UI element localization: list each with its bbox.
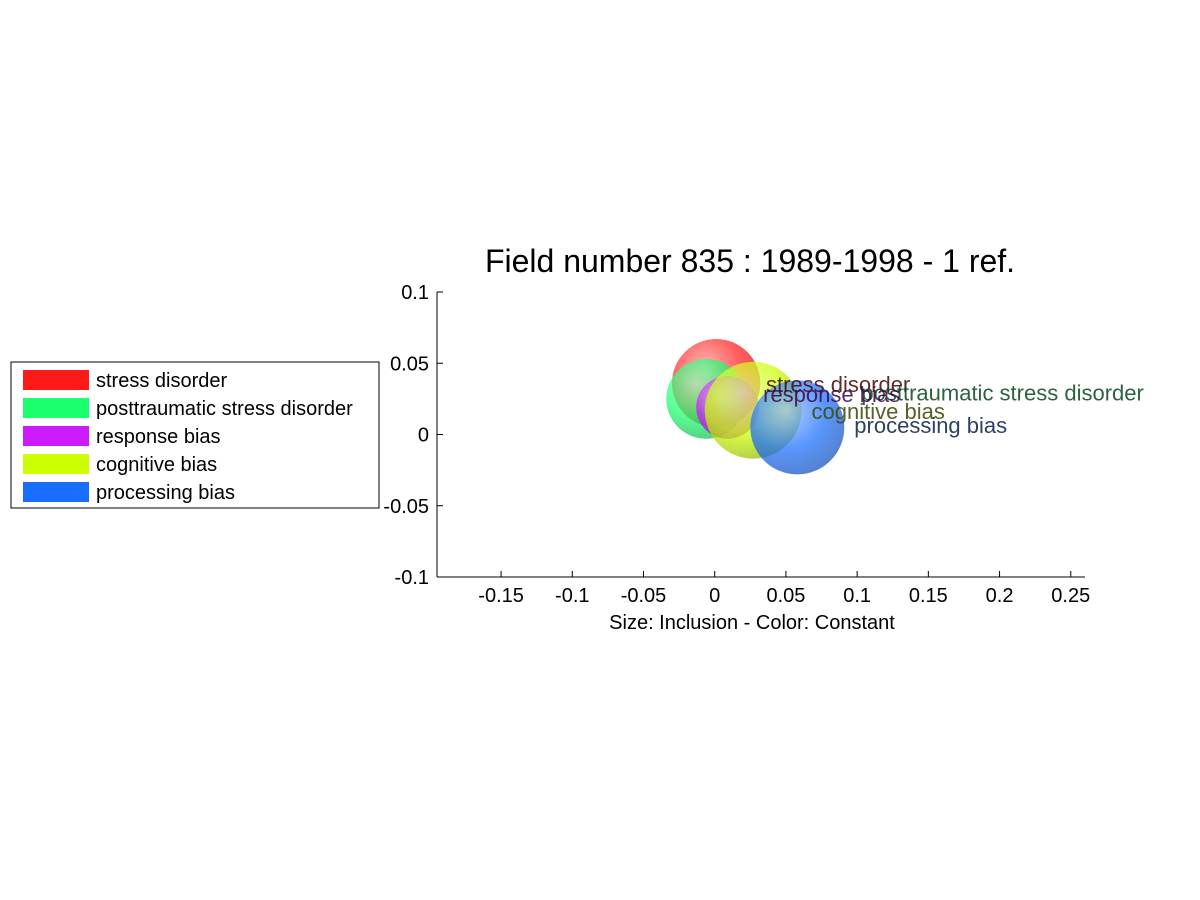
x-tick-label: -0.05 xyxy=(621,585,667,607)
y-tick-label: 0.1 xyxy=(401,282,429,304)
x-tick-label: 0.15 xyxy=(909,585,948,607)
legend-swatch-response-bias xyxy=(23,426,89,446)
x-tick-label: -0.1 xyxy=(555,585,589,607)
x-axis-label: Size: Inclusion - Color: Constant xyxy=(609,612,895,634)
point-label-posttraumatic-stress-disorder: posttraumatic stress disorder xyxy=(861,380,1143,405)
chart-title: Field number 835 : 1989-1998 - 1 ref. xyxy=(485,243,1015,279)
x-tick-label: 0 xyxy=(709,585,720,607)
x-tick-label: -0.15 xyxy=(478,585,524,607)
x-tick-label: 0.25 xyxy=(1051,585,1090,607)
axes: -0.15 -0.1 -0.05 0 0.05 0.1 0.15 0.2 0.25 -0.1 -0.… xyxy=(383,282,1090,607)
legend-label-posttraumatic-stress-disorder: posttraumatic stress disorder xyxy=(96,398,353,420)
point-label-cognitive-bias: cognitive bias xyxy=(812,399,945,424)
legend: stress disorder posttraumatic stress diso… xyxy=(10,361,380,509)
legend-swatch-stress-disorder xyxy=(23,370,89,390)
bubble-processing-bias xyxy=(750,380,845,475)
x-tick-label: 0.2 xyxy=(986,585,1014,607)
y-tick-label: 0 xyxy=(418,425,429,447)
bubble-layer xyxy=(666,339,845,475)
legend-label-response-bias: response bias xyxy=(96,426,221,448)
x-tick-label: 0.05 xyxy=(766,585,805,607)
y-tick-label: -0.1 xyxy=(395,567,429,589)
x-tick-label: 0.1 xyxy=(843,585,871,607)
point-label-stress-disorder: stress disorder xyxy=(766,372,910,397)
y-tick-label: -0.05 xyxy=(383,496,429,518)
y-tick-label: 0.05 xyxy=(390,353,429,375)
legend-label-cognitive-bias: cognitive bias xyxy=(96,454,217,476)
legend-swatch-posttraumatic-stress-disorder xyxy=(23,398,89,418)
point-label-response-bias: response bias xyxy=(763,382,900,407)
point-label-processing-bias: processing bias xyxy=(854,413,1007,438)
legend-swatch-processing-bias xyxy=(23,482,89,502)
legend-swatch-cognitive-bias xyxy=(23,454,89,474)
legend-label-processing-bias: processing bias xyxy=(96,482,235,504)
legend-label-stress-disorder: stress disorder xyxy=(96,370,227,392)
